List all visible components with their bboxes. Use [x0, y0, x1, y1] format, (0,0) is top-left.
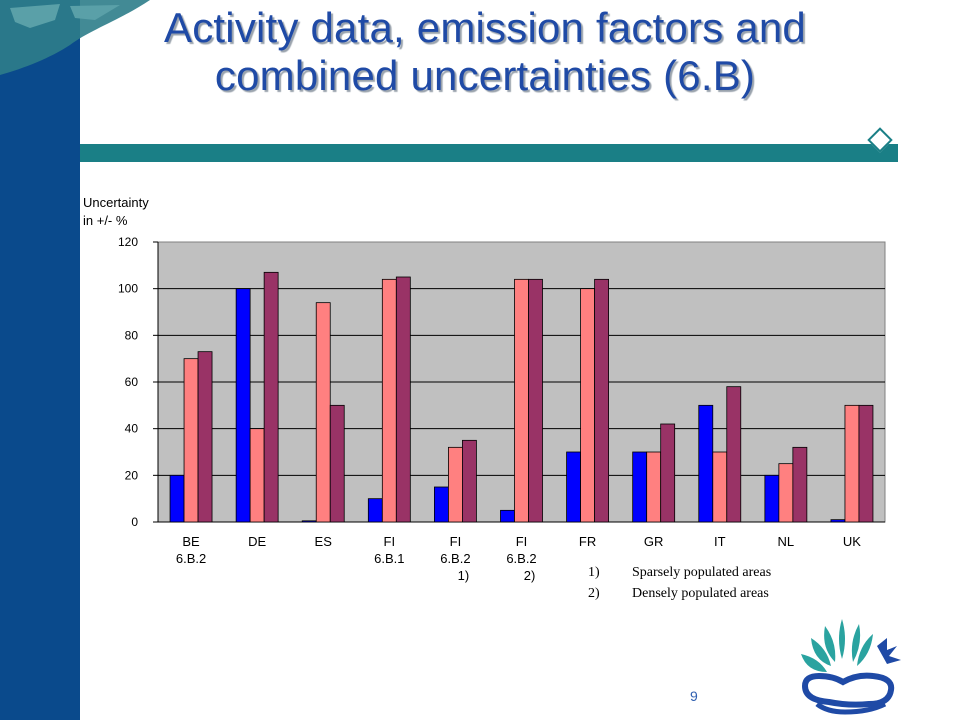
x-category-label: FI	[516, 534, 528, 549]
footnotes: 1) Sparsely populated areas 2) Densely p…	[588, 565, 771, 607]
page-number: 9	[690, 688, 698, 704]
title-underline-bar	[80, 144, 898, 162]
organization-logo-icon	[801, 619, 901, 715]
bar	[514, 278, 529, 523]
slide-title: Activity data, emission factors and comb…	[85, 4, 885, 100]
footnote-2: 2) Densely populated areas	[588, 586, 771, 607]
bar	[367, 498, 383, 523]
bar	[660, 423, 676, 523]
bar	[764, 474, 780, 523]
bar	[183, 358, 199, 523]
bar	[263, 271, 279, 523]
bar	[329, 404, 345, 523]
bar	[448, 446, 463, 523]
bar	[462, 439, 477, 523]
bar	[594, 278, 609, 523]
bar	[858, 404, 874, 523]
x-category-label: 6.B.2	[176, 551, 206, 566]
bar	[632, 451, 648, 523]
bar	[381, 278, 397, 523]
bar	[500, 509, 515, 523]
footnote-2-number: 2)	[588, 586, 600, 601]
bar	[698, 404, 714, 523]
x-category-label: UK	[843, 534, 861, 549]
footnote-1-text: Sparsely populated areas	[632, 565, 772, 580]
uncertainty-bar-chart: Uncertainty in +/- % 0 20 40 60 80 100 120 BE 6.B.…	[83, 195, 886, 583]
x-category-label: FI	[384, 534, 396, 549]
title-line-2: combined uncertainties (6.B)	[214, 52, 756, 99]
x-category-label: 6.B.1	[374, 551, 404, 566]
y-axis-label-line: in +/- %	[83, 213, 128, 228]
x-category-label: 6.B.2	[440, 551, 470, 566]
bar	[197, 351, 213, 523]
bar	[646, 451, 662, 523]
x-category-label: FI	[450, 534, 462, 549]
y-axis-label-line: Uncertainty	[83, 195, 149, 210]
y-tick-label: 100	[118, 282, 138, 296]
bar	[792, 446, 808, 523]
x-category-label: 2)	[524, 568, 536, 583]
bar	[778, 463, 794, 523]
x-category-label: IT	[714, 534, 726, 549]
bar	[235, 288, 251, 523]
corner-map-decoration	[0, 0, 150, 75]
bar	[434, 486, 449, 523]
y-tick-label: 60	[125, 375, 139, 389]
x-category-label: 6.B.2	[506, 551, 536, 566]
bar	[315, 302, 331, 523]
bar	[395, 276, 411, 523]
y-tick-label: 0	[131, 515, 138, 529]
y-tick-label: 20	[125, 468, 139, 482]
footnote-2-text: Densely populated areas	[632, 586, 769, 601]
x-category-label: BE	[182, 534, 200, 549]
y-tick-label: 120	[118, 235, 138, 249]
footnote-1: 1) Sparsely populated areas	[588, 565, 771, 586]
x-category-label: DE	[248, 534, 266, 549]
bar	[830, 519, 846, 523]
x-category-label: FR	[579, 534, 596, 549]
x-category-label: GR	[644, 534, 664, 549]
bar	[726, 386, 742, 523]
bar	[844, 404, 860, 523]
bar	[580, 288, 595, 523]
left-sidebar-band	[0, 0, 80, 720]
bar	[249, 428, 265, 523]
y-tick-label: 40	[125, 422, 139, 436]
title-line-1: Activity data, emission factors and	[164, 4, 806, 51]
bar	[566, 451, 581, 523]
bar	[528, 278, 543, 523]
footnote-1-number: 1)	[588, 565, 600, 580]
x-category-label: 1)	[458, 568, 470, 583]
bar	[169, 474, 185, 523]
y-tick-label: 80	[125, 328, 139, 342]
bar	[301, 520, 317, 523]
bar	[712, 451, 728, 523]
x-category-label: NL	[778, 534, 795, 549]
x-category-label: ES	[315, 534, 333, 549]
